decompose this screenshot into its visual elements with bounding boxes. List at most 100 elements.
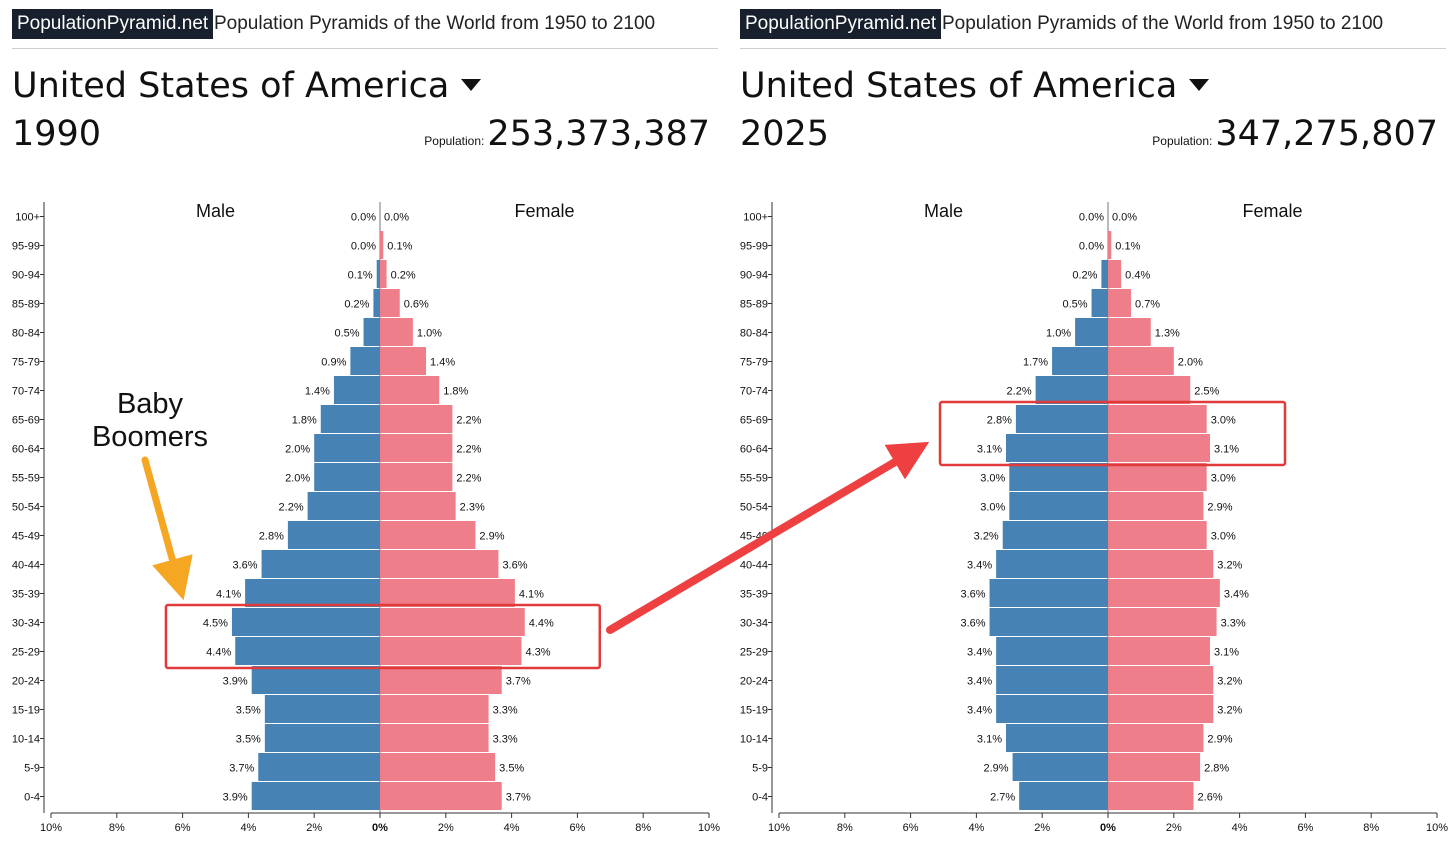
site-brand-logo[interactable]: PopulationPyramid.net	[12, 9, 214, 39]
female-value-label: 3.3%	[1221, 618, 1246, 630]
site-header: PopulationPyramid.net Population Pyramid…	[740, 8, 1446, 49]
male-value-label: 3.5%	[236, 705, 261, 717]
female-bar	[1108, 231, 1112, 259]
caret-down-icon[interactable]	[461, 79, 482, 91]
male-bar	[1015, 405, 1108, 433]
male-bar	[1075, 318, 1108, 346]
population-value: 253,373,387	[487, 114, 710, 154]
age-group-label: 45-49	[740, 531, 768, 543]
age-group-label: 95-99	[12, 241, 40, 253]
age-group-label: 35-39	[740, 589, 768, 601]
male-value-label: 0.5%	[334, 328, 359, 340]
site-header: PopulationPyramid.net Population Pyramid…	[12, 8, 718, 49]
x-tick-label: 8%	[1363, 822, 1379, 834]
age-group-label: 55-59	[740, 473, 768, 485]
male-bar	[996, 637, 1108, 665]
female-bar	[380, 753, 496, 781]
female-value-label: 1.8%	[443, 386, 468, 398]
site-tagline: Population Pyramids of the World from 19…	[214, 13, 656, 34]
x-tick-label: 10%	[40, 822, 62, 834]
male-bar	[363, 318, 380, 346]
female-value-label: 2.6%	[1198, 792, 1223, 804]
age-group-label: 70-74	[12, 386, 40, 398]
female-bar	[380, 695, 489, 723]
site-brand-logo[interactable]: PopulationPyramid.net	[740, 9, 942, 39]
age-group-label: 20-24	[12, 676, 40, 688]
male-value-label: 3.0%	[980, 473, 1005, 485]
male-value-label: 0.1%	[348, 270, 373, 282]
male-value-label: 2.7%	[990, 792, 1015, 804]
age-group-label: 85-89	[740, 299, 768, 311]
population-label: Population:	[424, 134, 485, 148]
male-value-label: 3.4%	[967, 647, 992, 659]
age-group-label: 100+	[15, 212, 40, 224]
female-value-label: 0.6%	[404, 299, 429, 311]
x-tick-label: 4%	[240, 822, 256, 834]
male-bar	[264, 695, 380, 723]
female-bar	[1108, 724, 1204, 752]
country-selector[interactable]: United States of America	[740, 66, 1210, 106]
age-group-label: 15-19	[12, 705, 40, 717]
female-bar	[380, 666, 502, 694]
female-value-label: 3.2%	[1217, 676, 1242, 688]
male-value-label: 1.8%	[292, 415, 317, 427]
male-bar	[314, 463, 380, 491]
female-value-label: 2.9%	[1207, 502, 1232, 514]
male-value-label: 4.5%	[203, 618, 228, 630]
highlight-box	[164, 603, 602, 670]
age-group-label: 85-89	[12, 299, 40, 311]
male-value-label: 0.2%	[1072, 270, 1097, 282]
age-group-label: 80-84	[12, 328, 40, 340]
country-selector[interactable]: United States of America	[12, 66, 482, 106]
male-bar	[989, 579, 1108, 607]
female-bar	[1108, 695, 1214, 723]
age-group-label: 25-29	[740, 647, 768, 659]
male-value-label: 3.5%	[236, 734, 261, 746]
male-value-label: 2.2%	[1007, 386, 1032, 398]
female-bar	[380, 289, 400, 317]
baby-boomers-annotation: Baby Boomers	[86, 388, 214, 454]
age-group-label: 50-54	[740, 502, 768, 514]
male-value-label: 3.1%	[977, 444, 1002, 456]
male-bar	[1009, 492, 1108, 520]
x-tick-label: 4%	[968, 822, 984, 834]
female-bar	[380, 637, 522, 665]
female-value-label: 4.4%	[529, 618, 554, 630]
male-value-label: 2.8%	[259, 531, 284, 543]
male-value-label: 1.4%	[305, 386, 330, 398]
age-group-label: 0-4	[752, 792, 768, 804]
female-bar	[380, 521, 476, 549]
pyramid-panel-2025: PopulationPyramid.net Population Pyramid…	[728, 0, 1456, 849]
male-bar	[350, 347, 380, 375]
male-bar	[1009, 463, 1108, 491]
age-group-label: 5-9	[752, 763, 768, 775]
male-value-label: 3.4%	[967, 676, 992, 688]
female-value-label: 0.4%	[1125, 270, 1150, 282]
age-group-label: 10-14	[12, 734, 40, 746]
male-bar	[320, 405, 380, 433]
female-bar	[380, 260, 387, 288]
age-group-label: 80-84	[740, 328, 768, 340]
female-bar	[380, 724, 489, 752]
female-bar	[380, 782, 502, 810]
age-group-label: 5-9	[24, 763, 40, 775]
age-group-label: 40-44	[12, 560, 40, 572]
population-readout: Population:347,275,807	[1152, 114, 1438, 154]
caret-down-icon[interactable]	[1189, 79, 1210, 91]
female-bar	[380, 463, 453, 491]
female-bar	[380, 434, 453, 462]
male-bar	[1019, 782, 1108, 810]
male-bar	[1002, 521, 1108, 549]
female-bar	[380, 318, 413, 346]
female-bar	[380, 347, 427, 375]
x-tick-label: 8%	[109, 822, 125, 834]
male-bar	[996, 550, 1108, 578]
female-bar	[1108, 550, 1214, 578]
x-tick-label: 6%	[1297, 822, 1313, 834]
x-tick-label: 0%	[1100, 822, 1116, 834]
female-bar	[1108, 637, 1210, 665]
x-tick-label: 2%	[438, 822, 454, 834]
male-value-label: 3.2%	[974, 531, 999, 543]
age-group-label: 90-94	[740, 270, 768, 282]
female-bar	[1108, 347, 1174, 375]
